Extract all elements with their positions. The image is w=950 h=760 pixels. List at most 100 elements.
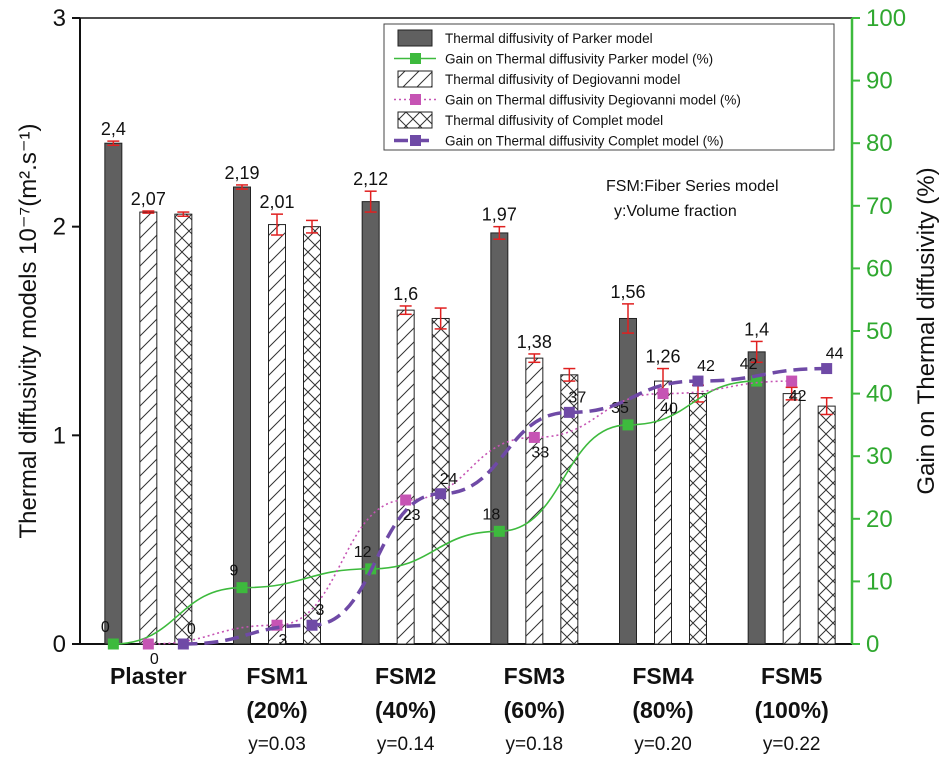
gain-value-label: 42	[789, 388, 807, 405]
gain-marker	[692, 375, 704, 387]
legend-swatch-crosshatch	[397, 111, 433, 129]
gain-value-label: 33	[531, 444, 549, 461]
gain-marker	[271, 619, 283, 631]
gain-value-label: 40	[660, 401, 678, 418]
category-label: FSM1	[246, 663, 308, 689]
gain-marker	[142, 638, 154, 650]
bar-solid-plaster	[104, 142, 123, 645]
bar-diagonal-fsm2	[396, 309, 415, 645]
left-ticks: 0 1 2 3	[53, 5, 80, 658]
right-tick-label: 70	[866, 193, 893, 220]
legend: Thermal diffusivity of Parker model Gain …	[383, 23, 835, 151]
gain-value-label: 3	[279, 632, 288, 649]
legend-label: Thermal diffusivity of Degiovanni model	[445, 72, 680, 87]
category-percent: (20%)	[246, 697, 307, 723]
gain-marker	[786, 375, 798, 387]
category-percent: (40%)	[375, 697, 436, 723]
left-tick-label: 2	[53, 214, 66, 241]
right-ticks: 0 10 20 30 40 50 60 70 80 90 100	[852, 5, 906, 658]
bar-diagonal-fsm3	[525, 357, 544, 645]
bar-crosshatch-fsm1	[303, 226, 321, 645]
bar-solid-fsm4	[619, 317, 637, 645]
category-label: Plaster	[110, 663, 187, 689]
bar-diagonal-plaster	[139, 211, 158, 645]
legend-label: Gain on Thermal diffusivity Parker model…	[445, 52, 713, 67]
right-tick-label: 10	[866, 568, 893, 595]
gain-marker	[236, 582, 248, 594]
left-tick-label: 1	[53, 422, 66, 449]
bar-value-label: 2,4	[101, 119, 126, 139]
gain-line-solid	[113, 380, 757, 645]
legend-label: Gain on Thermal diffusivity Degiovanni m…	[445, 93, 741, 108]
gain-marker	[821, 363, 833, 375]
gain-marker	[622, 419, 634, 431]
gain-value-label: 37	[568, 389, 586, 406]
bar-value-label: 1,26	[645, 347, 680, 367]
gain-marker	[107, 638, 119, 650]
y-axis-right-title: Gain on Thermal diffusivity (%)	[913, 167, 940, 494]
category-volume-fraction: y=0.03	[248, 734, 306, 755]
category-volume-fraction: y=0.20	[634, 734, 692, 755]
right-tick-label: 90	[866, 68, 893, 95]
right-tick-label: 60	[866, 255, 893, 282]
right-tick-label: 80	[866, 130, 893, 157]
legend-label: Thermal diffusivity of Parker model	[445, 31, 653, 46]
gain-marker	[493, 525, 505, 537]
bar-crosshatch-fsm5	[817, 405, 836, 645]
right-tick-label: 20	[866, 506, 893, 533]
gain-value-label: 44	[826, 346, 844, 363]
bar-diagonal-fsm5	[782, 393, 801, 645]
bar-diagonal-fsm1	[268, 224, 286, 645]
legend-label: Thermal diffusivity of Complet model	[445, 113, 663, 128]
gain-marker	[657, 388, 669, 400]
gain-value-label: 42	[740, 356, 758, 373]
gain-marker	[528, 431, 540, 443]
category-label: FSM4	[632, 663, 694, 689]
legend-swatch-solid	[397, 29, 433, 47]
right-tick-label: 100	[866, 5, 906, 32]
bar-value-label: 2,07	[131, 189, 166, 209]
legend-label: Gain on Thermal diffusivity Complet mode…	[445, 134, 724, 149]
gain-value-label: 12	[354, 544, 372, 561]
annotation-fsm: FSM:Fiber Series model	[606, 178, 779, 195]
category-label: FSM3	[504, 663, 565, 689]
left-tick-label: 3	[53, 5, 66, 32]
bars: 2,4 2,19 2,12 1,97 1,56 1,4 2,07 2,01 1,6 1,38 1,2…	[101, 119, 836, 645]
gain-marker	[177, 638, 189, 650]
gain-value-label: 0	[150, 651, 159, 668]
bar-value-label: 2,01	[259, 192, 294, 212]
gain-marker	[400, 494, 412, 506]
bar-value-label: 1,38	[517, 332, 552, 352]
gain-marker	[306, 619, 318, 631]
legend-swatch-diagonal	[397, 70, 433, 88]
bar-value-label: 1,56	[610, 282, 645, 302]
gain-value-label: 18	[482, 506, 500, 523]
left-tick-label: 0	[53, 631, 66, 658]
annotation-volume-fraction: y:Volume fraction	[614, 203, 737, 220]
category-label: FSM2	[375, 663, 436, 689]
gain-marker	[435, 488, 447, 500]
gain-value-label: 0	[187, 621, 196, 638]
category-volume-fraction: y=0.22	[763, 734, 821, 755]
legend-marker	[410, 53, 421, 64]
gain-value-label: 42	[697, 358, 715, 375]
legend-box	[383, 23, 835, 151]
bar-crosshatch-fsm4	[689, 393, 707, 645]
gain-marker	[563, 406, 575, 418]
right-tick-label: 30	[866, 443, 893, 470]
category-percent: (100%)	[755, 697, 829, 723]
gain-value-label: 0	[101, 619, 110, 636]
y-axis-left-title: Thermal diffusivity models 10⁻⁷(m².s⁻¹)	[15, 124, 42, 539]
gain-value-label: 24	[440, 471, 458, 488]
legend-marker	[410, 94, 421, 105]
category-percent: (60%)	[504, 697, 565, 723]
bar-solid-fsm3	[490, 232, 509, 645]
bar-value-label: 2,12	[353, 169, 388, 189]
bar-value-label: 1,97	[482, 205, 517, 225]
bar-solid-fsm2	[361, 201, 380, 645]
category-label: FSM5	[761, 663, 823, 689]
legend-marker	[410, 135, 421, 146]
